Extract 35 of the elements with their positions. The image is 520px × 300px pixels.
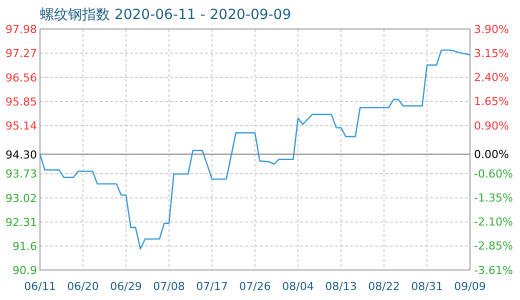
x-tick-label: 08/22: [368, 280, 400, 293]
y2-tick-label: -2.10%: [474, 216, 513, 229]
y-tick-label: 93.73: [6, 168, 37, 181]
y2-tick-label: 1.65%: [474, 95, 509, 108]
y-tick-label: 95.85: [6, 96, 37, 109]
y-tick-label: 97.27: [6, 47, 37, 60]
x-tick-label: 07/17: [196, 280, 228, 293]
x-tick-label: 08/04: [282, 280, 314, 293]
x-tick-label: 07/08: [153, 280, 185, 293]
y-tick-label: 95.14: [6, 120, 37, 133]
y-tick-label: 97.98: [6, 23, 37, 36]
y2-tick-label: 3.15%: [474, 47, 509, 60]
y2-tick-label: 0.90%: [474, 119, 509, 132]
y2-tick-label: 2.40%: [474, 71, 509, 84]
y2-tick-label: -0.60%: [474, 167, 513, 180]
y-tick-label: 90.9: [12, 264, 37, 277]
x-tick-label: 06/20: [67, 280, 99, 293]
x-tick-label: 08/31: [411, 280, 443, 293]
y-tick-label: 91.6: [12, 240, 37, 254]
x-tick-label: 07/26: [239, 280, 271, 293]
chart-title: 螺纹钢指数 2020-06-11 - 2020-09-09: [40, 7, 292, 23]
y2-tick-label: -3.61%: [474, 264, 513, 277]
line-series: [39, 49, 471, 250]
x-tick-label: 06/11: [24, 280, 56, 293]
y-tick-label: 94.30: [6, 148, 37, 162]
y2-tick-label: -2.85%: [474, 240, 513, 253]
y2-tick-label: -1.35%: [474, 191, 513, 204]
y2-tick-label: 0.00%: [474, 148, 509, 162]
y-tick-label: 92.31: [6, 216, 37, 230]
x-tick-label: 06/29: [110, 280, 142, 293]
x-tick-label: 09/09: [454, 280, 486, 293]
y-tick-label: 93.02: [6, 192, 37, 205]
y2-tick-label: 3.90%: [474, 23, 509, 36]
x-tick-label: 08/13: [325, 280, 357, 293]
y-tick-label: 96.56: [6, 71, 37, 84]
